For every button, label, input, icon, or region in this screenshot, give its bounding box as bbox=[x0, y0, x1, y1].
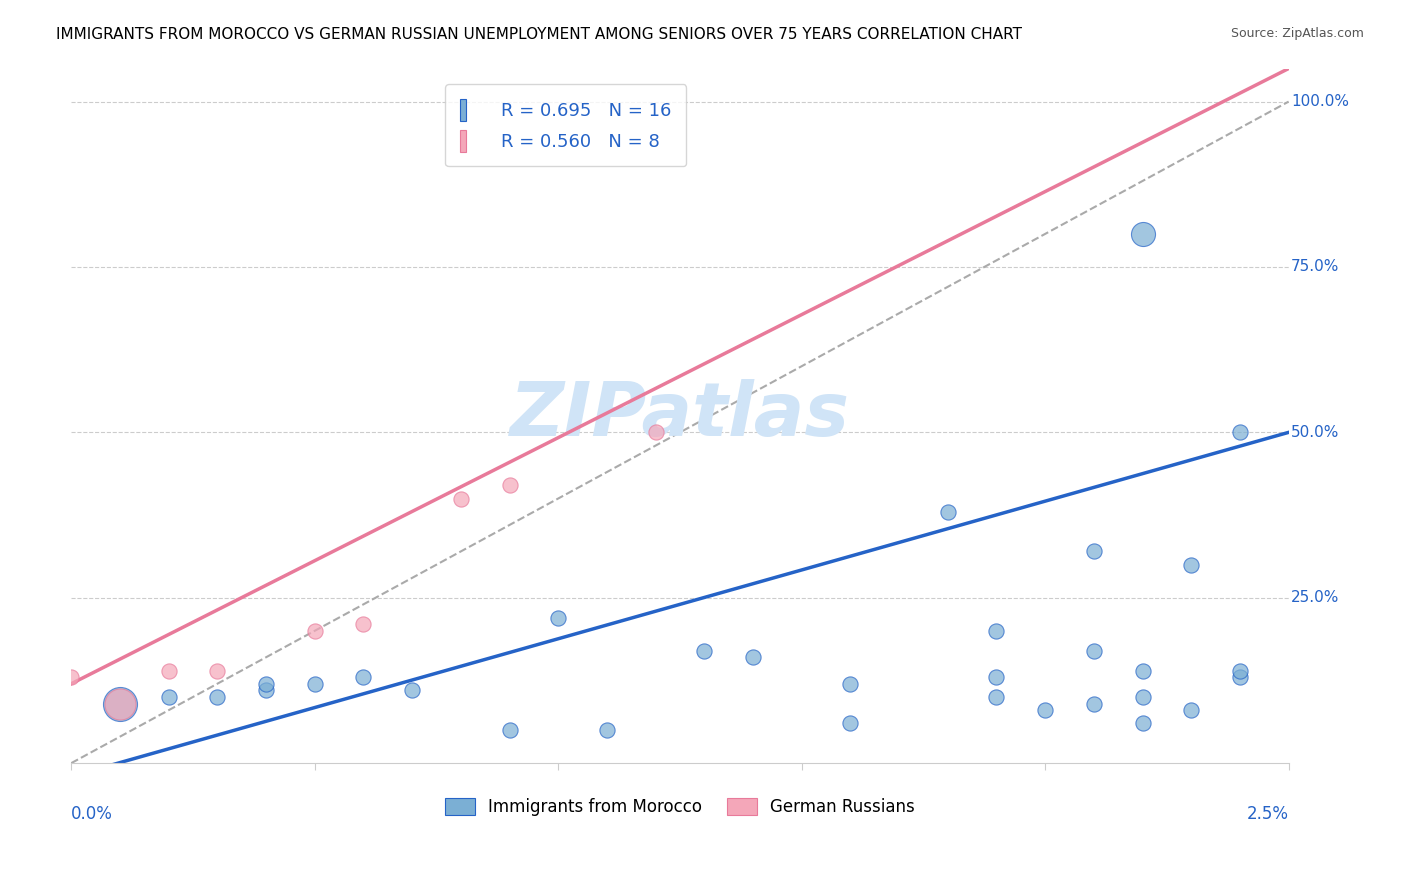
Text: 25.0%: 25.0% bbox=[1291, 591, 1340, 606]
Point bbox=[304, 677, 326, 691]
Point bbox=[1083, 697, 1105, 711]
Text: 100.0%: 100.0% bbox=[1291, 94, 1350, 109]
Point bbox=[1033, 703, 1056, 717]
Point bbox=[1180, 558, 1202, 572]
Point bbox=[596, 723, 619, 737]
Point bbox=[742, 650, 765, 665]
Point bbox=[1132, 664, 1154, 678]
Point bbox=[644, 425, 666, 440]
Point bbox=[207, 664, 229, 678]
Text: 50.0%: 50.0% bbox=[1291, 425, 1340, 440]
Point bbox=[1132, 690, 1154, 704]
Point bbox=[254, 683, 277, 698]
Point bbox=[498, 723, 520, 737]
Point bbox=[1132, 227, 1154, 241]
Point bbox=[1132, 716, 1154, 731]
Text: Source: ZipAtlas.com: Source: ZipAtlas.com bbox=[1230, 27, 1364, 40]
Point bbox=[157, 664, 180, 678]
Point bbox=[839, 677, 862, 691]
Point bbox=[1083, 643, 1105, 657]
Text: 0.0%: 0.0% bbox=[72, 805, 112, 822]
Point bbox=[157, 690, 180, 704]
Point bbox=[1229, 670, 1251, 684]
Point bbox=[401, 683, 423, 698]
Point bbox=[986, 624, 1008, 638]
Point bbox=[1229, 664, 1251, 678]
Point bbox=[839, 716, 862, 731]
Point bbox=[108, 697, 131, 711]
Point bbox=[1083, 544, 1105, 558]
Point bbox=[108, 697, 131, 711]
Point bbox=[547, 610, 569, 624]
Point bbox=[986, 690, 1008, 704]
Text: IMMIGRANTS FROM MOROCCO VS GERMAN RUSSIAN UNEMPLOYMENT AMONG SENIORS OVER 75 YEA: IMMIGRANTS FROM MOROCCO VS GERMAN RUSSIA… bbox=[56, 27, 1022, 42]
Point bbox=[1229, 425, 1251, 440]
Text: 75.0%: 75.0% bbox=[1291, 260, 1340, 275]
Point bbox=[304, 624, 326, 638]
Point bbox=[450, 491, 472, 506]
Point bbox=[352, 670, 374, 684]
Point bbox=[693, 643, 716, 657]
Point bbox=[207, 690, 229, 704]
Text: ZIPatlas: ZIPatlas bbox=[510, 379, 851, 452]
Point bbox=[60, 670, 83, 684]
Legend: Immigrants from Morocco, German Russians: Immigrants from Morocco, German Russians bbox=[436, 789, 924, 824]
Point bbox=[986, 670, 1008, 684]
Point bbox=[254, 677, 277, 691]
Point bbox=[936, 505, 959, 519]
Point bbox=[498, 478, 520, 492]
Point bbox=[352, 617, 374, 632]
Point bbox=[1180, 703, 1202, 717]
Text: 2.5%: 2.5% bbox=[1247, 805, 1289, 822]
